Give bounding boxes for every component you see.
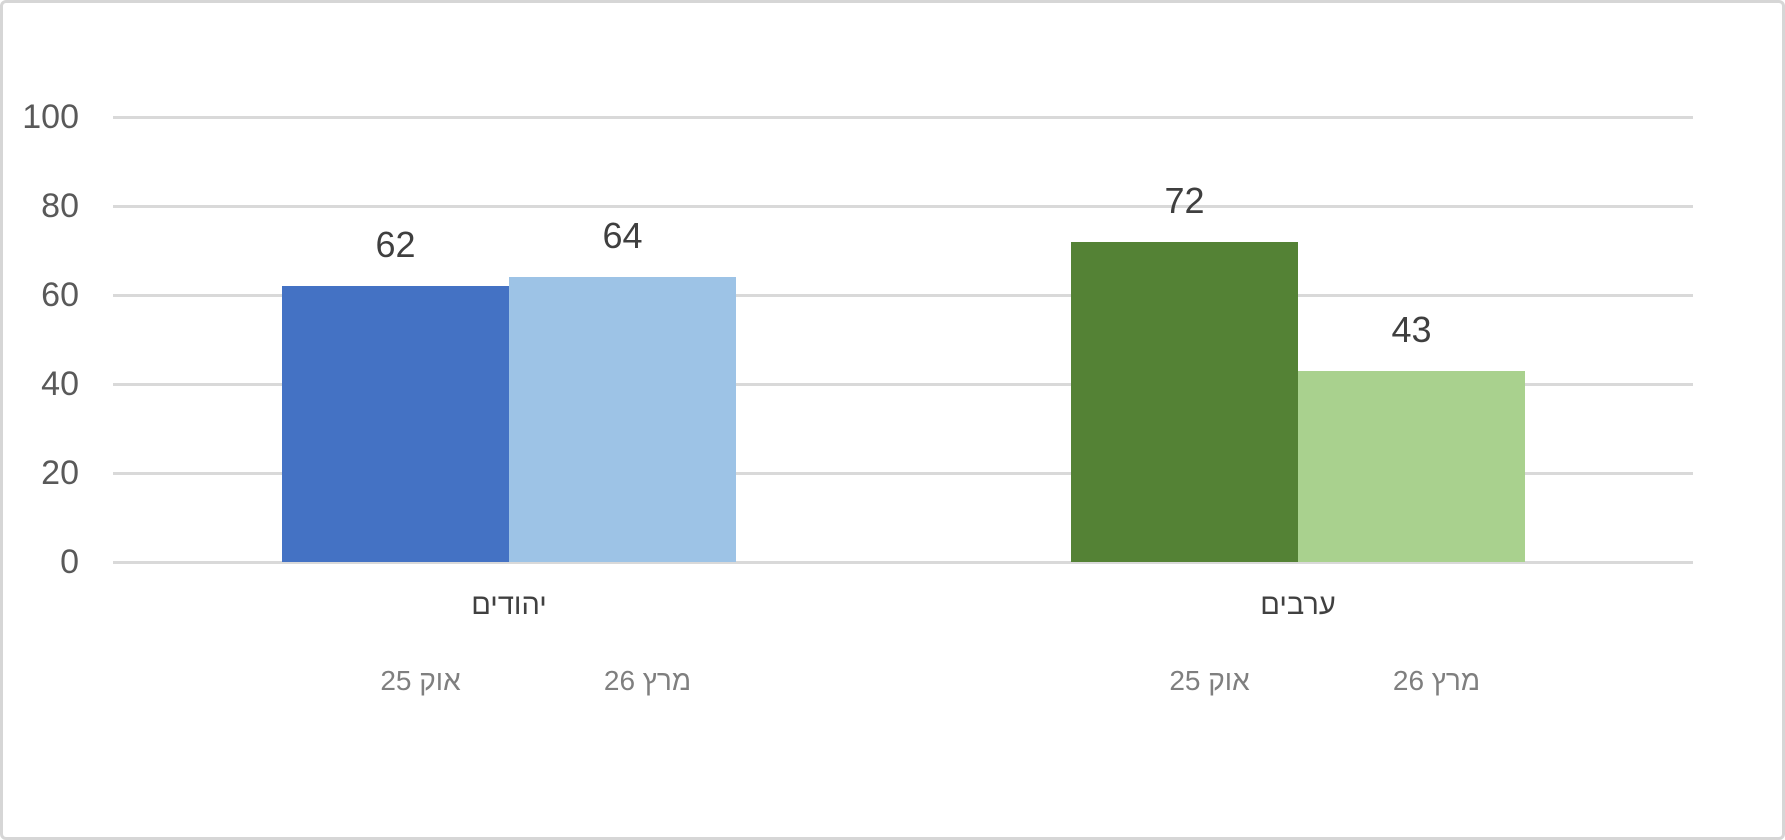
series-label-jews-oct25: אוק 25 [380,665,461,696]
data-label-arabs-oct25: 72 [1164,179,1205,221]
y-axis-label-100: 100 [22,98,79,136]
category-label-arabs: ערבים [1260,589,1336,621]
y-axis-label-60: 60 [41,276,79,314]
gridline-40 [113,383,1693,386]
bar-arabs-mar26 [1298,370,1525,562]
bar-jews-oct25 [282,286,509,562]
gridline-20 [113,472,1693,475]
gridline-80 [113,205,1693,208]
data-label-arabs-mar26: 43 [1391,308,1432,350]
y-axis-label-80: 80 [41,187,79,225]
data-label-jews-oct25: 62 [375,224,416,266]
plot-area: 0 20 40 60 80 100 62 אוק 25 64 מרץ 26 יהודים 72 אוק … [3,3,1782,837]
y-axis-label-0: 0 [60,543,79,581]
y-axis-label-20: 20 [41,454,79,492]
gridline-0 [113,561,1693,564]
gridline-100 [113,116,1693,119]
data-label-jews-mar26: 64 [602,215,643,257]
series-label-jews-mar26: מרץ 26 [603,665,692,696]
bar-jews-mar26 [509,277,736,562]
series-label-arabs-mar26: מרץ 26 [1392,665,1481,696]
gridline-60 [113,294,1693,297]
y-axis-label-40: 40 [41,365,79,403]
category-label-jews: יהודים [471,589,547,621]
series-label-arabs-oct25: אוק 25 [1169,665,1250,696]
bar-arabs-oct25 [1071,241,1298,562]
